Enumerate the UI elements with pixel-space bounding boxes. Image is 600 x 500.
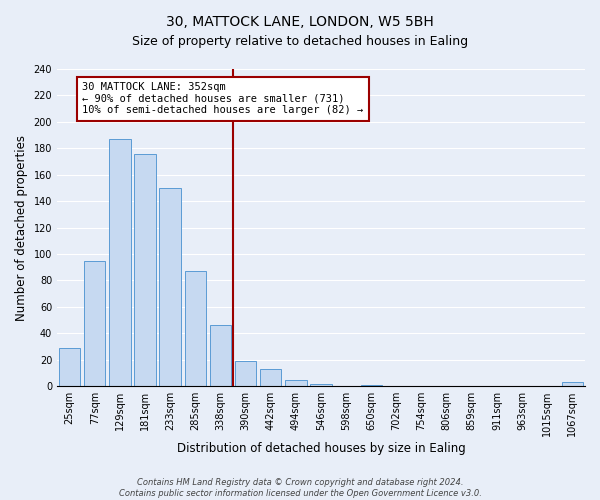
Bar [210,326,231,386]
Bar [285,380,307,386]
Bar [361,385,382,386]
Bar [109,139,131,386]
Bar [134,154,156,386]
Bar [310,384,332,386]
Text: 30 MATTOCK LANE: 352sqm
← 90% of detached houses are smaller (731)
10% of semi-d: 30 MATTOCK LANE: 352sqm ← 90% of detache… [82,82,364,116]
X-axis label: Distribution of detached houses by size in Ealing: Distribution of detached houses by size … [176,442,466,455]
Bar [562,382,583,386]
Bar [84,260,106,386]
Bar [59,348,80,386]
Text: Size of property relative to detached houses in Ealing: Size of property relative to detached ho… [132,35,468,48]
Text: Contains HM Land Registry data © Crown copyright and database right 2024.
Contai: Contains HM Land Registry data © Crown c… [119,478,481,498]
Bar [160,188,181,386]
Bar [185,271,206,386]
Bar [260,369,281,386]
Text: 30, MATTOCK LANE, LONDON, W5 5BH: 30, MATTOCK LANE, LONDON, W5 5BH [166,15,434,29]
Y-axis label: Number of detached properties: Number of detached properties [15,134,28,320]
Bar [235,361,256,386]
